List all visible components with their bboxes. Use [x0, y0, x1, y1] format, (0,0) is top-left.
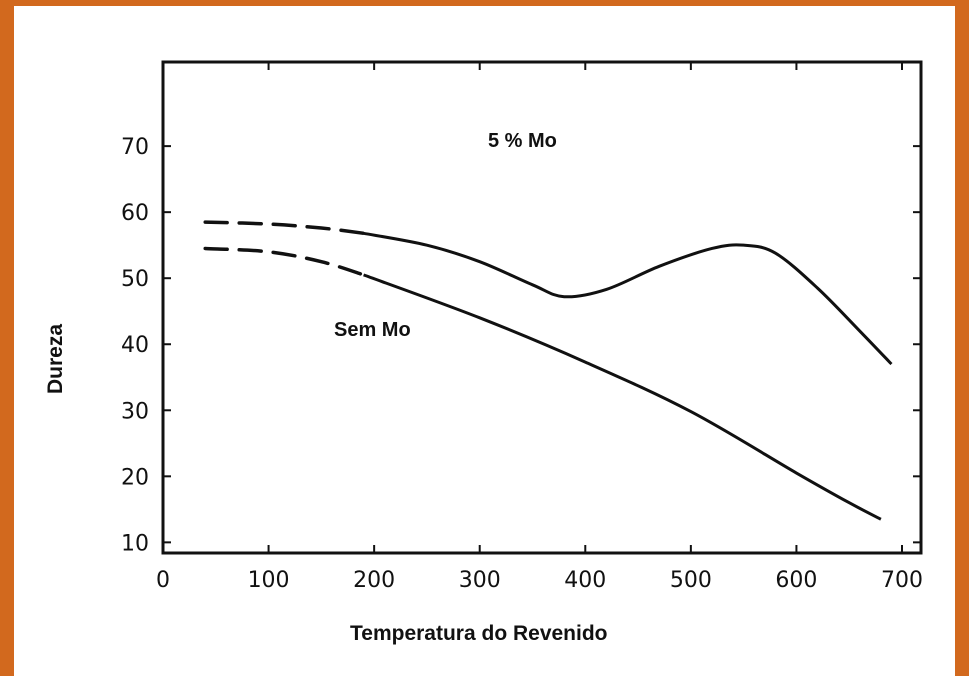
- x-tick-label: 0: [156, 568, 170, 593]
- y-tick-label: 10: [121, 531, 149, 556]
- x-tick-label: 500: [670, 568, 712, 593]
- series-5-mo-dashed: [203, 220, 366, 236]
- x-tick-label: 100: [248, 568, 290, 593]
- x-tick-label: 600: [775, 568, 817, 593]
- y-tick-label: 30: [121, 399, 149, 424]
- y-axis-label: Dureza: [44, 323, 67, 394]
- plot-area-border: [161, 60, 923, 555]
- line-chart: 0 100 200 300 400 500 600 700 10 20 30 40 50 60 70: [121, 60, 923, 593]
- x-tick-label: 700: [881, 568, 923, 593]
- x-tick-label: 400: [564, 568, 606, 593]
- x-tick-label: 200: [353, 568, 395, 593]
- x-axis-label: Temperatura do Revenido: [350, 622, 608, 645]
- y-tick-label: 40: [121, 333, 149, 358]
- series-5-mo-line: [363, 231, 893, 366]
- series-sem-mo-line: [363, 273, 882, 521]
- chart-frame: 0 100 200 300 400 500 600 700 10 20 30 40 50 60 70 Tem…: [14, 6, 955, 676]
- y-tick-label: 50: [121, 267, 149, 292]
- annotation-sem-mo: Sem Mo: [334, 319, 411, 341]
- x-tick-label: 300: [459, 568, 501, 593]
- annotation-5-mo: 5 % Mo: [488, 130, 557, 152]
- y-tick-label: 20: [121, 465, 149, 490]
- y-tick-label: 60: [121, 201, 149, 226]
- y-tick-label: 70: [121, 135, 149, 160]
- series-sem-mo-dashed: [203, 246, 366, 277]
